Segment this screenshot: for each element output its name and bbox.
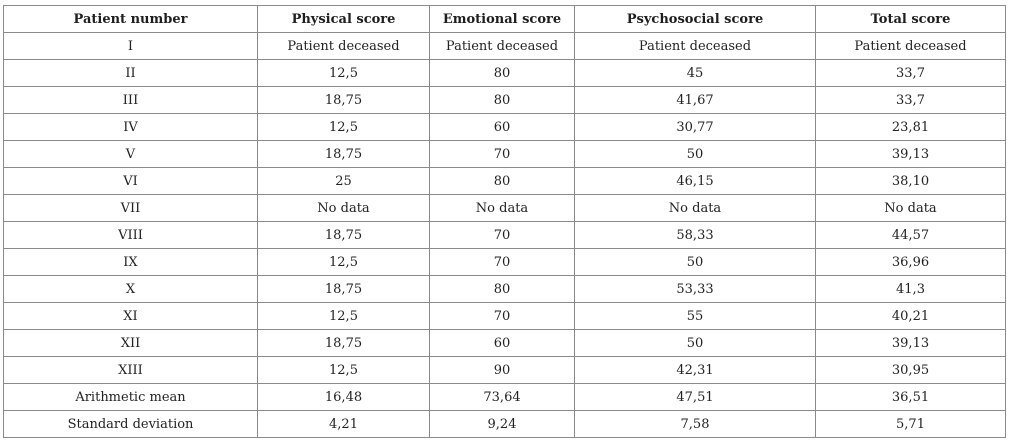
emotional-score-cell: 60	[429, 329, 575, 357]
psychosocial-score-cell: 53,33	[574, 275, 816, 303]
emotional-score-cell: 70	[429, 302, 575, 330]
psychosocial-score-cell: 7,58	[574, 410, 816, 438]
total-score-cell: 38,10	[815, 167, 1006, 195]
table-body: I Patient deceased Patient deceased Patient…	[3, 32, 1006, 438]
physical-score-cell: 12,5	[257, 113, 430, 141]
total-score-cell: 41,3	[815, 275, 1006, 303]
psychosocial-score-cell: 46,15	[574, 167, 816, 195]
physical-score-cell: 18,75	[257, 275, 430, 303]
psychosocial-score-cell: 50	[574, 248, 816, 276]
table-row: IX 12,5 70 50 36,96	[3, 248, 1006, 276]
emotional-score-cell: 9,24	[429, 410, 575, 438]
physical-score-cell: 18,75	[257, 86, 430, 114]
psychosocial-score-cell: 45	[574, 59, 816, 87]
total-score-cell: 23,81	[815, 113, 1006, 141]
header-emotional-score: Emotional score	[429, 5, 575, 33]
table-row: Arithmetic mean 16,48 73,64 47,51 36,51	[3, 383, 1006, 411]
psychosocial-score-cell: 30,77	[574, 113, 816, 141]
total-score-cell: 36,51	[815, 383, 1006, 411]
physical-score-cell: 25	[257, 167, 430, 195]
psychosocial-score-cell: 50	[574, 329, 816, 357]
psychosocial-score-cell: 58,33	[574, 221, 816, 249]
header-total-score: Total score	[815, 5, 1006, 33]
patient-number-cell: VI	[3, 167, 258, 195]
patient-number-cell: IV	[3, 113, 258, 141]
table-row: VI 25 80 46,15 38,10	[3, 167, 1006, 195]
table-row: I Patient deceased Patient deceased Patient…	[3, 32, 1006, 60]
emotional-score-cell: 70	[429, 140, 575, 168]
physical-score-cell: Patient deceased	[257, 32, 430, 60]
physical-score-cell: No data	[257, 194, 430, 222]
total-score-cell: 44,57	[815, 221, 1006, 249]
patient-number-cell: IX	[3, 248, 258, 276]
patient-number-cell: XI	[3, 302, 258, 330]
patient-number-cell: Arithmetic mean	[3, 383, 258, 411]
table-row: III 18,75 80 41,67 33,7	[3, 86, 1006, 114]
total-score-cell: 40,21	[815, 302, 1006, 330]
emotional-score-cell: 90	[429, 356, 575, 384]
patient-number-cell: VIII	[3, 221, 258, 249]
patient-number-cell: XIII	[3, 356, 258, 384]
emotional-score-cell: 70	[429, 221, 575, 249]
table-row: VIII 18,75 70 58,33 44,57	[3, 221, 1006, 249]
patient-number-cell: III	[3, 86, 258, 114]
patient-number-cell: V	[3, 140, 258, 168]
table-container: Patient number Physical score Emotional …	[3, 5, 1006, 438]
physical-score-cell: 4,21	[257, 410, 430, 438]
total-score-cell: Patient deceased	[815, 32, 1006, 60]
total-score-cell: 33,7	[815, 86, 1006, 114]
total-score-cell: 30,95	[815, 356, 1006, 384]
psychosocial-score-cell: Patient deceased	[574, 32, 816, 60]
table-row: V 18,75 70 50 39,13	[3, 140, 1006, 168]
header-row: Patient number Physical score Emotional …	[3, 5, 1006, 33]
psychosocial-score-cell: 55	[574, 302, 816, 330]
emotional-score-cell: Patient deceased	[429, 32, 575, 60]
physical-score-cell: 12,5	[257, 356, 430, 384]
table-row: IV 12,5 60 30,77 23,81	[3, 113, 1006, 141]
physical-score-cell: 12,5	[257, 59, 430, 87]
physical-score-cell: 18,75	[257, 140, 430, 168]
patient-number-cell: II	[3, 59, 258, 87]
emotional-score-cell: 60	[429, 113, 575, 141]
psychosocial-score-cell: 42,31	[574, 356, 816, 384]
table-row: II 12,5 80 45 33,7	[3, 59, 1006, 87]
physical-score-cell: 18,75	[257, 329, 430, 357]
physical-score-cell: 16,48	[257, 383, 430, 411]
emotional-score-cell: No data	[429, 194, 575, 222]
psychosocial-score-cell: 41,67	[574, 86, 816, 114]
total-score-cell: No data	[815, 194, 1006, 222]
emotional-score-cell: 73,64	[429, 383, 575, 411]
header-physical-score: Physical score	[257, 5, 430, 33]
physical-score-cell: 12,5	[257, 302, 430, 330]
patient-number-cell: VII	[3, 194, 258, 222]
patient-number-cell: X	[3, 275, 258, 303]
table-row: X 18,75 80 53,33 41,3	[3, 275, 1006, 303]
psychosocial-score-cell: 50	[574, 140, 816, 168]
patient-number-cell: XII	[3, 329, 258, 357]
emotional-score-cell: 80	[429, 59, 575, 87]
psychosocial-score-cell: 47,51	[574, 383, 816, 411]
total-score-cell: 36,96	[815, 248, 1006, 276]
emotional-score-cell: 80	[429, 275, 575, 303]
table-row: XI 12,5 70 55 40,21	[3, 302, 1006, 330]
total-score-cell: 39,13	[815, 329, 1006, 357]
header-patient-number: Patient number	[3, 5, 258, 33]
total-score-cell: 5,71	[815, 410, 1006, 438]
emotional-score-cell: 80	[429, 167, 575, 195]
total-score-cell: 33,7	[815, 59, 1006, 87]
physical-score-cell: 18,75	[257, 221, 430, 249]
patient-number-cell: I	[3, 32, 258, 60]
total-score-cell: 39,13	[815, 140, 1006, 168]
table-row: VII No data No data No data No data	[3, 194, 1006, 222]
emotional-score-cell: 80	[429, 86, 575, 114]
table-row: XII 18,75 60 50 39,13	[3, 329, 1006, 357]
psychosocial-score-cell: No data	[574, 194, 816, 222]
physical-score-cell: 12,5	[257, 248, 430, 276]
emotional-score-cell: 70	[429, 248, 575, 276]
header-psychosocial-score: Psychosocial score	[574, 5, 816, 33]
table-row: XIII 12,5 90 42,31 30,95	[3, 356, 1006, 384]
patient-number-cell: Standard deviation	[3, 410, 258, 438]
patient-scores-table: Patient number Physical score Emotional …	[3, 5, 1006, 438]
table-row: Standard deviation 4,21 9,24 7,58 5,71	[3, 410, 1006, 438]
